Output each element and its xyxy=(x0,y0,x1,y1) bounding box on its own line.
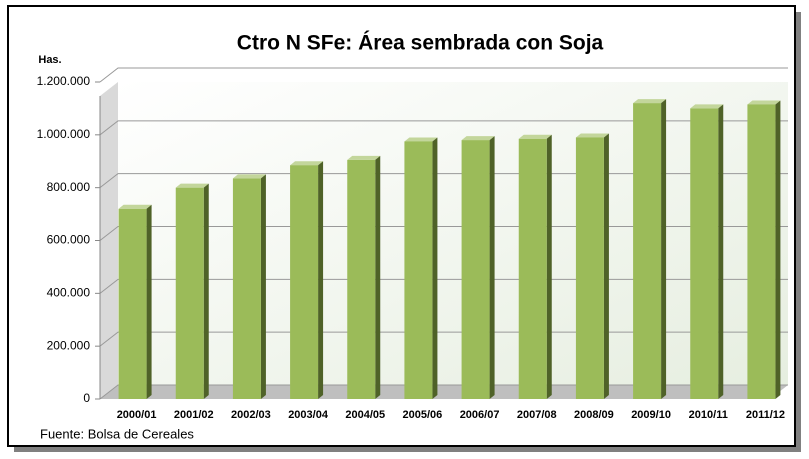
y-tick-label: 400.000 xyxy=(47,286,91,300)
y-tick-label: 600.000 xyxy=(47,233,91,247)
grid-line xyxy=(99,226,788,241)
bar-side xyxy=(546,134,552,399)
bar-side xyxy=(432,137,438,399)
bar-top xyxy=(747,100,781,105)
bar-side xyxy=(146,204,152,399)
bar-top xyxy=(118,204,152,209)
x-tick-label: 2000/01 xyxy=(117,409,157,421)
bar-top xyxy=(518,134,552,139)
bar xyxy=(461,140,490,399)
grid-line xyxy=(99,120,788,136)
y-tick-label: 1.200.000 xyxy=(37,74,91,88)
bar-top xyxy=(232,174,266,179)
bar xyxy=(633,103,662,399)
bar xyxy=(232,178,261,399)
x-tick-label: 2008/09 xyxy=(574,409,614,421)
x-tick-label: 2006/07 xyxy=(460,409,500,421)
y-tick-label: 0 xyxy=(83,391,90,405)
bar-top xyxy=(404,137,438,142)
bar xyxy=(404,141,433,399)
x-tick-label: 2002/03 xyxy=(231,409,271,421)
bar-top xyxy=(290,161,324,166)
bar-side xyxy=(203,183,209,399)
x-tick-label: 2011/12 xyxy=(746,409,785,421)
floor xyxy=(100,385,788,399)
bar-top xyxy=(575,133,609,138)
x-tick-label: 2005/06 xyxy=(403,409,443,421)
x-tick-label: 2007/08 xyxy=(517,409,557,421)
chart-title: Ctro N SFe: Área sembrada con Soja xyxy=(237,32,604,55)
x-tick-label: 2001/02 xyxy=(174,409,214,421)
bar-side xyxy=(375,155,381,399)
grid-line xyxy=(99,278,788,294)
y-tick-label: 1.000.000 xyxy=(37,127,91,141)
source: Fuente: Bolsa de Cereales xyxy=(40,426,194,441)
bar-side xyxy=(661,99,667,399)
bar-side xyxy=(489,136,495,399)
x-tick-label: 2009/10 xyxy=(631,409,671,421)
bar xyxy=(690,108,719,400)
x-tick-label: 2003/04 xyxy=(288,409,329,421)
bar-top xyxy=(175,183,209,188)
bar-side xyxy=(260,174,266,399)
grid-line xyxy=(99,384,788,400)
grid-line xyxy=(99,331,788,347)
bar xyxy=(575,137,604,399)
grid-line xyxy=(99,67,788,83)
side-wall xyxy=(100,82,118,399)
bar-side xyxy=(603,133,609,399)
grid-line xyxy=(99,173,788,189)
bar xyxy=(118,208,147,399)
x-tick-label: 2004/05 xyxy=(345,409,385,421)
bar xyxy=(747,104,776,400)
y-axis-label: Has. xyxy=(38,54,61,66)
bar-side xyxy=(318,161,324,399)
bar xyxy=(290,165,319,399)
bar-side xyxy=(775,100,781,400)
bar xyxy=(518,138,547,399)
bar-top xyxy=(633,99,667,104)
bar-side xyxy=(718,104,724,400)
y-tick-label: 200.000 xyxy=(47,338,91,352)
y-tick-label: 800.000 xyxy=(47,180,91,194)
bar-top xyxy=(347,155,381,160)
bar xyxy=(175,187,204,399)
bar-top xyxy=(690,104,724,109)
x-tick-label: 2010/11 xyxy=(689,409,728,421)
bar-top xyxy=(461,136,495,141)
bar xyxy=(347,159,376,399)
back-wall xyxy=(118,82,788,385)
